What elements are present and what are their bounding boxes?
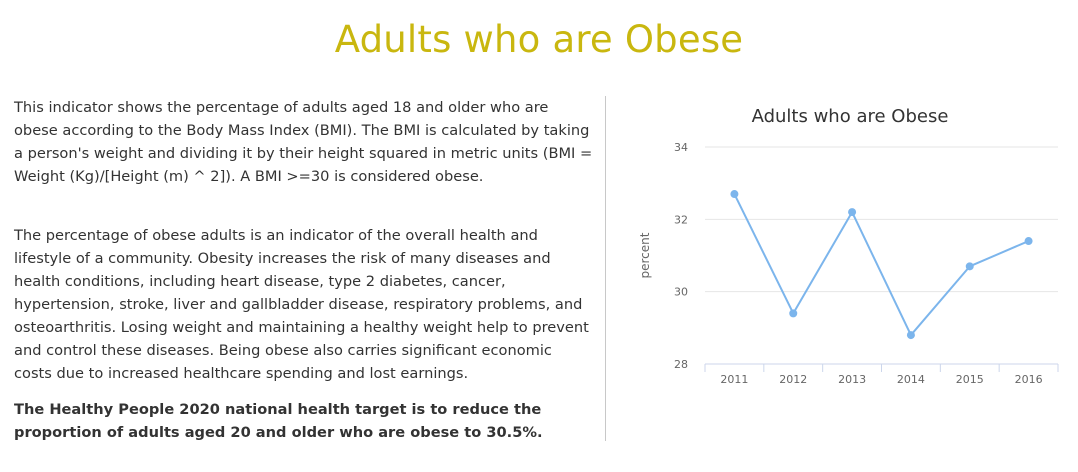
x-tick-label: 2011 xyxy=(720,373,748,386)
chart-title: Adults who are Obese xyxy=(752,106,949,127)
data-point xyxy=(1024,237,1033,246)
y-tick-label: 30 xyxy=(674,286,688,299)
obesity-chart: Adults who are Obese percent 28 30 32 34 20… xyxy=(615,92,1075,402)
series-layer xyxy=(730,190,1033,340)
data-point xyxy=(789,309,798,318)
grid-layer: 28 30 32 34 xyxy=(674,141,1058,371)
column-divider xyxy=(605,96,606,441)
healthy-people-target: The Healthy People 2020 national health … xyxy=(14,401,543,441)
description-paragraph-health: The percentage of obese adults is an ind… xyxy=(14,227,589,382)
y-tick-label: 28 xyxy=(674,358,688,371)
axis-layer: 2011 2012 2013 2014 2015 2016 xyxy=(704,363,1059,386)
y-tick-label: 34 xyxy=(674,141,688,154)
y-tick-label: 32 xyxy=(674,213,688,226)
data-point xyxy=(730,190,739,199)
data-point xyxy=(848,208,857,217)
page-title: Adults who are Obese xyxy=(334,18,744,61)
x-tick-label: 2014 xyxy=(897,373,925,386)
chart-svg: Adults who are Obese percent 28 30 32 34 20… xyxy=(638,106,1059,386)
data-point xyxy=(965,262,974,271)
y-axis-label: percent xyxy=(638,232,652,278)
data-point xyxy=(906,331,915,340)
x-tick-label: 2015 xyxy=(956,373,984,386)
series-line xyxy=(733,193,1029,337)
x-tick-label: 2013 xyxy=(838,373,866,386)
x-tick-label: 2012 xyxy=(779,373,807,386)
description-text: This indicator shows the percentage of a… xyxy=(14,96,594,444)
x-tick-label: 2016 xyxy=(1015,373,1043,386)
description-paragraph-bmi: This indicator shows the percentage of a… xyxy=(14,99,593,185)
